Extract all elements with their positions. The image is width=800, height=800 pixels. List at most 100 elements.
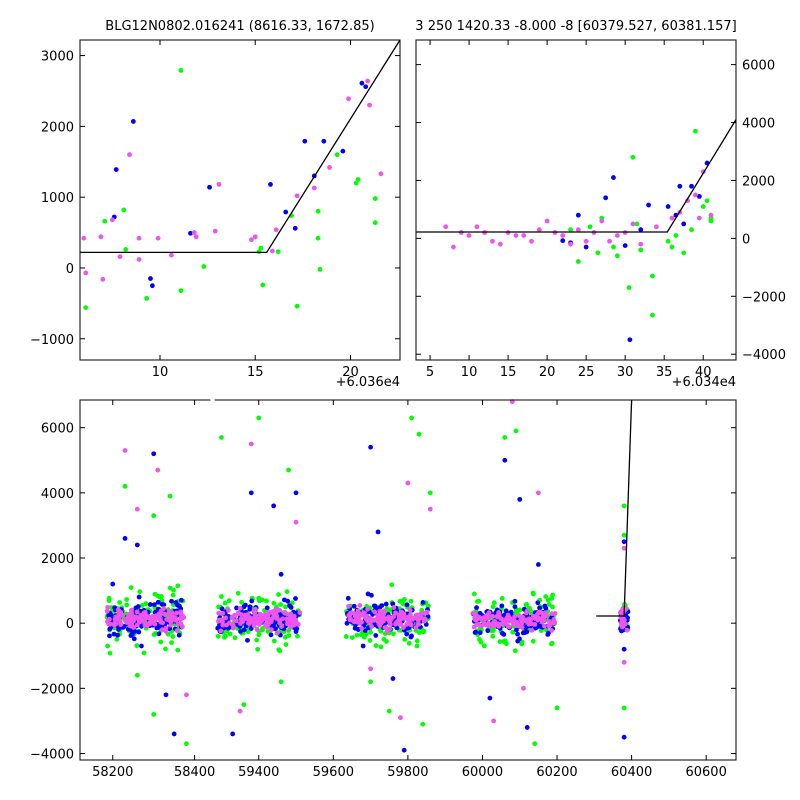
data-point-blue bbox=[285, 598, 291, 604]
data-point-magenta bbox=[138, 612, 144, 618]
x-tick-label: 25 bbox=[578, 365, 595, 380]
data-point-green bbox=[638, 247, 644, 253]
data-point-green bbox=[124, 602, 130, 608]
y-tick-label: −4000 bbox=[742, 348, 786, 363]
data-point-blue bbox=[621, 734, 627, 740]
data-point-green bbox=[275, 249, 281, 255]
data-point-green bbox=[277, 648, 283, 654]
y-tick-label: 0 bbox=[66, 617, 74, 632]
data-point-blue bbox=[696, 193, 702, 199]
data-point-magenta bbox=[623, 606, 629, 611]
zoom-panel-right-x-offset: +6.034e4 bbox=[672, 375, 736, 390]
data-point-blue bbox=[147, 602, 153, 607]
data-point-blue bbox=[499, 603, 505, 609]
data-point-magenta bbox=[148, 616, 154, 622]
data-point-blue bbox=[401, 747, 407, 753]
data-point-blue bbox=[583, 244, 589, 250]
data-point-magenta bbox=[408, 612, 413, 618]
data-point-green bbox=[227, 631, 233, 637]
data-point-magenta bbox=[622, 621, 628, 627]
data-point-green bbox=[474, 599, 480, 604]
data-point-magenta bbox=[521, 685, 526, 691]
data-point-green bbox=[595, 250, 601, 256]
data-point-blue bbox=[345, 595, 351, 601]
data-point-green bbox=[621, 705, 627, 711]
data-point-blue bbox=[293, 629, 299, 634]
data-point-blue bbox=[390, 676, 396, 681]
data-point-magenta bbox=[377, 623, 383, 629]
data-point-green bbox=[178, 288, 184, 294]
data-point-magenta bbox=[491, 718, 497, 724]
data-point-blue bbox=[161, 602, 167, 608]
data-point-magenta bbox=[167, 612, 173, 618]
data-point-blue bbox=[207, 184, 212, 190]
data-point-magenta bbox=[174, 628, 180, 633]
data-point-green bbox=[530, 590, 536, 596]
data-point-blue bbox=[622, 243, 628, 249]
data-point-magenta bbox=[178, 610, 184, 616]
data-point-magenta bbox=[280, 616, 285, 622]
data-point-magenta bbox=[327, 165, 332, 170]
data-point-magenta bbox=[490, 238, 495, 244]
data-point-blue bbox=[375, 529, 381, 535]
data-point-magenta bbox=[451, 244, 456, 250]
data-point-green bbox=[502, 435, 508, 440]
data-point-magenta bbox=[491, 619, 497, 625]
data-point-magenta bbox=[238, 612, 244, 617]
y-tick-label: 6000 bbox=[742, 59, 775, 74]
data-point-green bbox=[700, 204, 706, 209]
data-point-magenta bbox=[354, 612, 360, 618]
data-point-magenta bbox=[136, 235, 142, 241]
data-point-green bbox=[143, 601, 149, 607]
data-point-blue bbox=[522, 630, 528, 635]
data-point-magenta bbox=[638, 241, 644, 247]
data-point-green bbox=[122, 483, 128, 489]
data-point-magenta bbox=[216, 610, 222, 616]
data-point-blue bbox=[247, 604, 253, 610]
data-point-blue bbox=[115, 632, 120, 638]
data-point-green bbox=[102, 218, 108, 224]
data-point-magenta bbox=[529, 238, 534, 244]
data-point-green bbox=[416, 431, 422, 437]
data-point-blue bbox=[176, 632, 182, 638]
data-point-green bbox=[650, 273, 655, 279]
data-point-magenta bbox=[549, 611, 555, 617]
data-point-magenta bbox=[122, 448, 128, 453]
data-point-blue bbox=[515, 631, 520, 637]
data-point-blue bbox=[163, 692, 169, 698]
data-point-green bbox=[284, 589, 290, 595]
data-point-magenta bbox=[279, 624, 284, 629]
data-point-green bbox=[256, 415, 262, 421]
data-point-magenta bbox=[443, 224, 449, 230]
data-point-green bbox=[124, 597, 130, 602]
data-point-blue bbox=[241, 627, 247, 633]
x-tick-label: 15 bbox=[500, 365, 517, 380]
data-point-magenta bbox=[155, 467, 161, 473]
data-point-blue bbox=[268, 182, 273, 187]
data-point-blue bbox=[487, 695, 493, 701]
data-point-blue bbox=[230, 731, 236, 737]
data-point-magenta bbox=[240, 619, 246, 624]
data-point-magenta bbox=[496, 623, 502, 629]
data-point-magenta bbox=[359, 626, 365, 631]
y-tick-label: 3000 bbox=[41, 50, 74, 65]
data-point-magenta bbox=[474, 224, 480, 230]
data-point-magenta bbox=[536, 610, 541, 616]
data-point-green bbox=[201, 264, 207, 269]
data-point-magenta bbox=[98, 234, 104, 240]
data-point-magenta bbox=[361, 610, 367, 616]
data-point-magenta bbox=[391, 614, 397, 619]
model-fit-line bbox=[80, 39, 401, 254]
data-point-magenta bbox=[568, 241, 573, 247]
data-point-magenta bbox=[283, 611, 289, 616]
data-point-magenta bbox=[297, 610, 303, 615]
data-point-green bbox=[427, 490, 433, 496]
data-point-blue bbox=[113, 167, 119, 172]
data-point-magenta bbox=[524, 608, 530, 614]
data-point-blue bbox=[292, 225, 298, 231]
data-point-magenta bbox=[124, 620, 130, 625]
data-point-blue bbox=[369, 592, 374, 598]
data-point-blue bbox=[524, 725, 530, 730]
zoom-panel-right-title: 3 250 1420.33 -8.000 -8 [60379.527, 6038… bbox=[415, 19, 736, 34]
